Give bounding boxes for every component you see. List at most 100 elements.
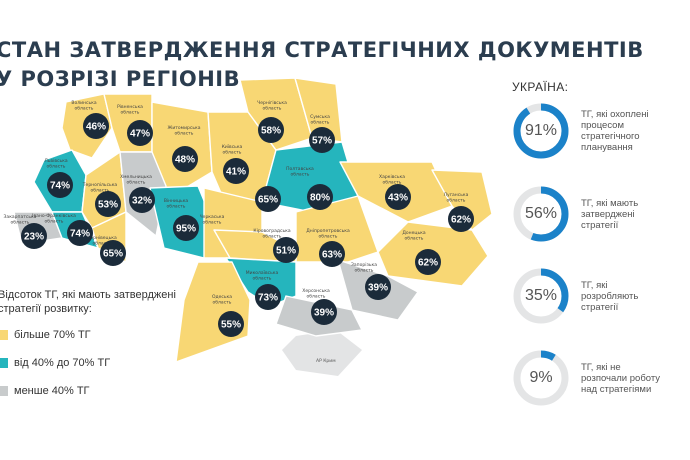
region-percent-kirovohrad: 51% [276, 246, 296, 257]
region-circle-chernivtsi [100, 240, 126, 266]
region-odesa [175, 261, 251, 363]
ring-fill [513, 268, 569, 324]
region-percent-kherson: 39% [314, 308, 334, 319]
progress-ring: 9% [510, 347, 572, 409]
title-line-1: СТАН ЗАТВЕРДЖЕННЯ СТРАТЕГІЧНИХ ДОКУМЕНТІ… [0, 38, 644, 62]
stat-covered: 91% ТГ, які охоплені процесом стратегічног… [510, 100, 681, 162]
region-percent-mykolaiv: 73% [258, 293, 278, 304]
legend-label: від 40% до 70% ТГ [14, 357, 111, 369]
region-label-chernivtsi: Чернівецька область [87, 235, 117, 247]
region-circle-rivne [127, 120, 153, 146]
region-percent-ivano-frankivsk: 74% [70, 229, 90, 240]
region-circle-dnipropetrovsk [319, 241, 345, 267]
region-label-kharkiv: Харківська область [379, 174, 405, 186]
region-label-mykolaiv: Миколаївська область [246, 270, 279, 282]
region-percent-kharkiv: 43% [388, 193, 408, 204]
crimea-region [282, 330, 362, 376]
region-luhansk [431, 169, 493, 231]
ring-percent: 56% [524, 205, 558, 222]
region-label-kherson: Херсонська область [302, 288, 330, 300]
region-percent-sumy: 57% [312, 136, 332, 147]
legend-swatch-gray [0, 386, 8, 396]
region-circle-donetsk [415, 249, 441, 275]
stat-label: ТГ, які не розпочали роботу над стратегіям… [581, 361, 661, 395]
region-circle-ternopil [95, 191, 121, 217]
legend: Відсоток ТГ, які мають затверджені страт… [0, 288, 176, 412]
region-percent-kyiv: 41% [226, 167, 246, 178]
region-circle-cherkasy [255, 186, 281, 212]
region-percent-dnipropetrovsk: 63% [322, 250, 342, 261]
region-circle-kherson [311, 299, 337, 325]
page-title: СТАН ЗАТВЕРДЖЕННЯ СТРАТЕГІЧНИХ ДОКУМЕНТІ… [0, 36, 644, 94]
region-circle-volyn [83, 113, 109, 139]
stat-developing: 35% ТГ, які розробляють стратегії [510, 265, 681, 327]
region-label-rivne: Рівненська область [117, 104, 143, 116]
legend-label: більше 70% ТГ [14, 329, 91, 341]
region-chernihiv [239, 77, 313, 151]
region-label-odesa: Одеська область [212, 294, 232, 306]
region-circle-kirovohrad [273, 237, 299, 263]
legend-item-low: менше 40% ТГ [0, 384, 176, 398]
region-label-donetsk: Донецька область [402, 230, 425, 242]
region-circle-lviv [47, 172, 73, 198]
region-label-khmelnytskyi: Хмельницька область [120, 174, 152, 186]
legend-label: менше 40% ТГ [14, 385, 90, 397]
region-label-poltava: Полтавська область [286, 166, 314, 178]
region-label-luhansk: Луганська область [444, 192, 469, 204]
region-percent-volyn: 46% [86, 122, 106, 133]
region-circle-mykolaiv [255, 284, 281, 310]
stat-label: ТГ, які розробляють стратегії [581, 279, 639, 313]
region-circle-kharkiv [385, 184, 411, 210]
region-label-vinnytsia: Вінницька область [164, 198, 189, 210]
region-percent-cherkasy: 65% [258, 195, 278, 206]
ukraine-map: Волинська область Рівненська область Житомир… [4, 77, 493, 376]
region-label-sumy: Сумська область [310, 114, 330, 126]
region-label-ivano-frankivsk: Івано-Франківська область [32, 213, 76, 225]
ring-percent: 35% [524, 287, 558, 304]
region-circle-vinnytsia [173, 215, 199, 241]
stat-not-started: 9% ТГ, які не розпочали роботу над стратег… [510, 347, 681, 409]
legend-item-high: більше 70% ТГ [0, 328, 176, 342]
region-percent-zaporizhzhia: 39% [368, 283, 388, 294]
progress-ring: 91% [510, 100, 572, 162]
legend-title-line-1: Відсоток ТГ, які мають затверджені [0, 289, 176, 301]
region-label-chernihiv: Чернігівська область [257, 100, 287, 112]
region-percent-luhansk: 62% [451, 215, 471, 226]
region-label-zakarpattia: Закарпатська область [4, 214, 37, 226]
region-label-cherkasy: Черкаська область [200, 214, 225, 226]
region-percent-vinnytsia: 95% [176, 224, 196, 235]
region-circle-kyiv [223, 158, 249, 184]
region-label-zhytomyr: Житомирська область [168, 125, 201, 137]
region-percent-zakarpattia: 23% [24, 232, 44, 243]
region-label-ternopil: Тернопільська область [82, 182, 118, 194]
region-circle-zaporizhzhia [365, 274, 391, 300]
region-circle-chernihiv [258, 117, 284, 143]
ring-fill [513, 186, 569, 242]
region-percent-zhytomyr: 48% [175, 155, 195, 166]
ring-percent: 91% [524, 122, 558, 139]
region-percent-donetsk: 62% [418, 258, 438, 269]
region-percent-odesa: 55% [221, 320, 241, 331]
region-percent-rivne: 47% [130, 129, 150, 140]
region-circle-sumy [309, 127, 335, 153]
ring-percent: 9% [529, 369, 553, 386]
region-circle-khmelnytskyi [129, 187, 155, 213]
stat-label: ТГ, які мають затверджені стратегії [581, 197, 639, 231]
region-circle-ivano-frankivsk [67, 220, 93, 246]
region-label-volyn: Волинська область [71, 100, 96, 112]
crimea-label: АР Крим [316, 358, 336, 364]
stat-label: ТГ, які охоплені процесом стратегічного пла… [581, 109, 649, 153]
region-percent-ternopil: 53% [98, 200, 118, 211]
region-label-zaporizhzhia: Запорізька область [351, 262, 377, 274]
region-label-kirovohrad: Кіровоградська область [253, 228, 290, 240]
region-percent-chernivtsi: 65% [103, 249, 123, 260]
region-percent-khmelnytskyi: 32% [132, 196, 152, 207]
legend-title: Відсоток ТГ, які мають затверджені страт… [0, 288, 176, 316]
region-percent-poltava: 80% [310, 193, 330, 204]
title-line-2: У РОЗРІЗІ РЕГІОНІВ [0, 67, 241, 91]
legend-title-line-2: стратегії розвитку: [0, 303, 92, 315]
region-label-lviv: Львівська область [44, 158, 67, 170]
legend-item-mid: від 40% до 70% ТГ [0, 356, 176, 370]
region-circle-odesa [218, 311, 244, 337]
region-circle-zhytomyr [172, 146, 198, 172]
